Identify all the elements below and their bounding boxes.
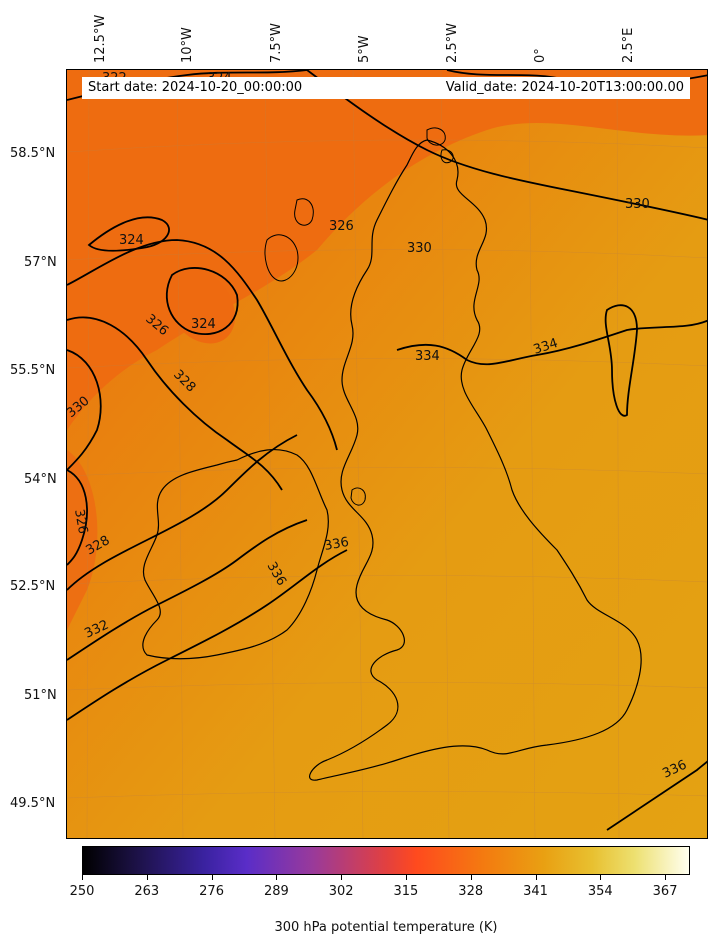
contour-label: 324 — [119, 233, 144, 248]
lat-label: 54°N — [24, 472, 57, 487]
cold-region-north — [67, 70, 707, 430]
colorbar-tick-label: 289 — [263, 884, 289, 899]
lon-label: 5°W — [357, 35, 372, 63]
lat-label: 55.5°N — [10, 363, 56, 378]
lon-label: 0° — [533, 48, 548, 63]
colorbar-title: 300 hPa potential temperature (K) — [274, 920, 498, 935]
colorbar-tick-label: 276 — [199, 884, 224, 899]
colorbar-tick — [341, 875, 343, 880]
colorbar-tick-label: 328 — [458, 884, 484, 899]
colorbar-tick — [82, 875, 83, 880]
colorbar-tick-label: 263 — [134, 884, 160, 899]
colorbar-tick-label: 250 — [69, 884, 95, 899]
cold-region-patch — [168, 268, 236, 344]
lon-label: 10°W — [180, 27, 195, 63]
coastline-great-britain — [309, 139, 642, 781]
graticule — [67, 70, 707, 838]
lat-label: 52.5°N — [10, 579, 56, 594]
colorbar-tick-label: 341 — [523, 884, 548, 899]
start-date-label: Start date: 2024-10-20_00:00:00 — [88, 80, 303, 95]
lat-label: 58.5°N — [10, 146, 56, 161]
contour-label: 334 — [532, 336, 560, 358]
colorbar-tick — [470, 875, 472, 880]
map-panel: 322 324 324 326 324 328 330 326 328 332 … — [66, 69, 708, 839]
contour-label: 330 — [625, 197, 650, 212]
colorbar-tick — [276, 875, 278, 880]
coastline-isle-of-man — [350, 487, 366, 506]
contour-label: 326 — [329, 219, 354, 234]
contour-label: 336 — [323, 535, 350, 554]
coastline-hebrides — [264, 198, 314, 282]
contour-label: 334 — [415, 349, 440, 364]
coastline-ireland — [142, 449, 329, 660]
colorbar-tick — [600, 875, 602, 880]
colorbar-tick-label: 302 — [328, 884, 354, 899]
lat-label: 49.5°N — [10, 796, 56, 811]
colorbar-tick-label: 354 — [587, 884, 613, 899]
colorbar-tick-label: 315 — [393, 884, 419, 899]
colorbar-tick — [535, 875, 537, 880]
colorbar-tick — [405, 875, 407, 880]
colorbar-tick — [665, 875, 667, 880]
lat-label: 51°N — [24, 688, 57, 703]
lat-label: 57°N — [24, 255, 57, 270]
colorbar-tick — [211, 875, 213, 880]
lon-label: 2.5°E — [621, 27, 636, 63]
lon-label: 2.5°W — [445, 22, 460, 63]
lon-label: 7.5°W — [269, 22, 284, 63]
date-info-box: Start date: 2024-10-20_00:00:00 Valid_da… — [82, 77, 690, 99]
contour-label: 330 — [407, 241, 432, 256]
lon-label: 12.5°W — [93, 14, 108, 63]
map-canvas: 322 324 324 326 324 328 330 326 328 332 … — [67, 70, 707, 838]
colorbar — [82, 846, 690, 875]
valid-date-label: Valid_date: 2024-10-20T13:00:00.00 — [445, 80, 684, 95]
colorbar-tick — [146, 875, 148, 880]
contour-label: 324 — [191, 317, 216, 332]
colorbar-tick-label: 367 — [652, 884, 678, 899]
contour-label: 326 — [71, 508, 90, 535]
